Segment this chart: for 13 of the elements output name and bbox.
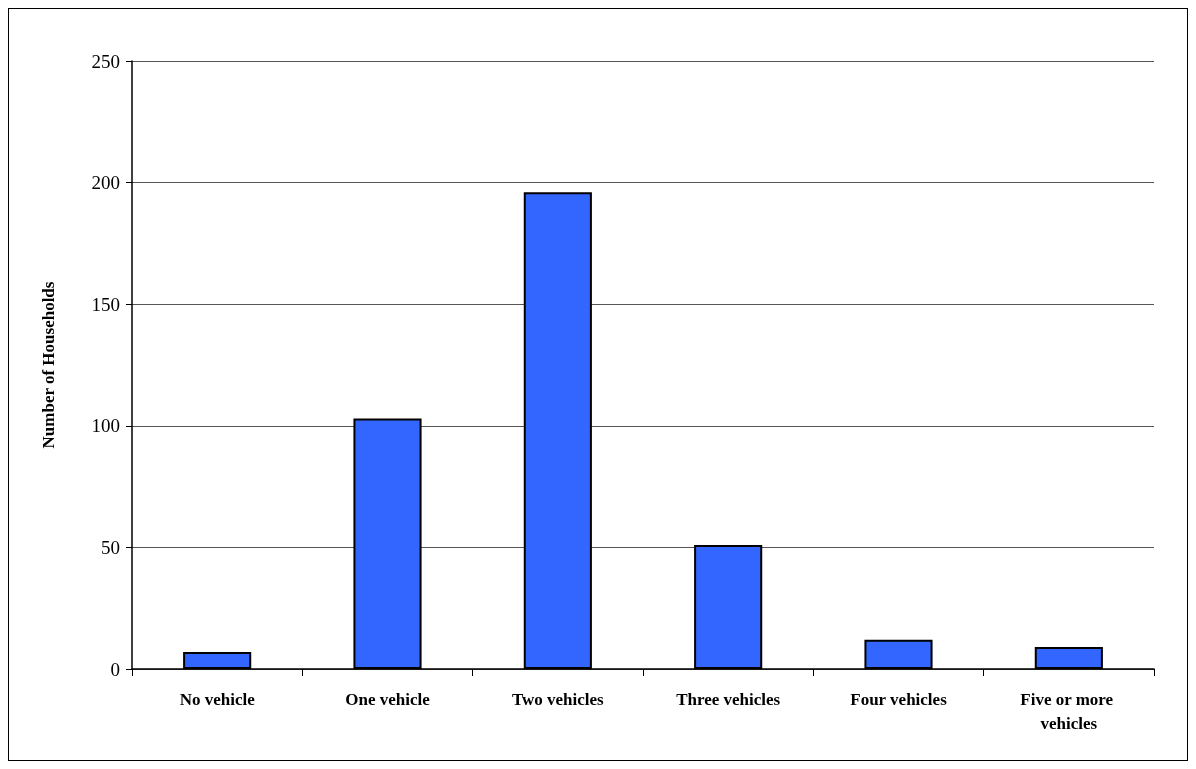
x-tick-label: One vehicle — [345, 689, 431, 709]
y-tick-label: 50 — [101, 536, 120, 558]
y-tick-label: 150 — [91, 293, 120, 315]
x-tick-label: No vehicle — [179, 689, 256, 709]
x-tick-label: Five or more vehicles — [1020, 689, 1118, 733]
x-tick-label: Four vehicles — [850, 689, 948, 709]
y-tick-label: 200 — [91, 172, 120, 194]
x-tick-label: Three vehicles — [676, 689, 781, 709]
y-tick-label: 250 — [91, 50, 120, 72]
y-tick-label: 100 — [91, 415, 120, 437]
x-tick-label: Two vehicles — [511, 689, 605, 709]
y-tick-label: 0 — [110, 658, 120, 680]
y-axis-title: Number of Households — [39, 281, 58, 449]
